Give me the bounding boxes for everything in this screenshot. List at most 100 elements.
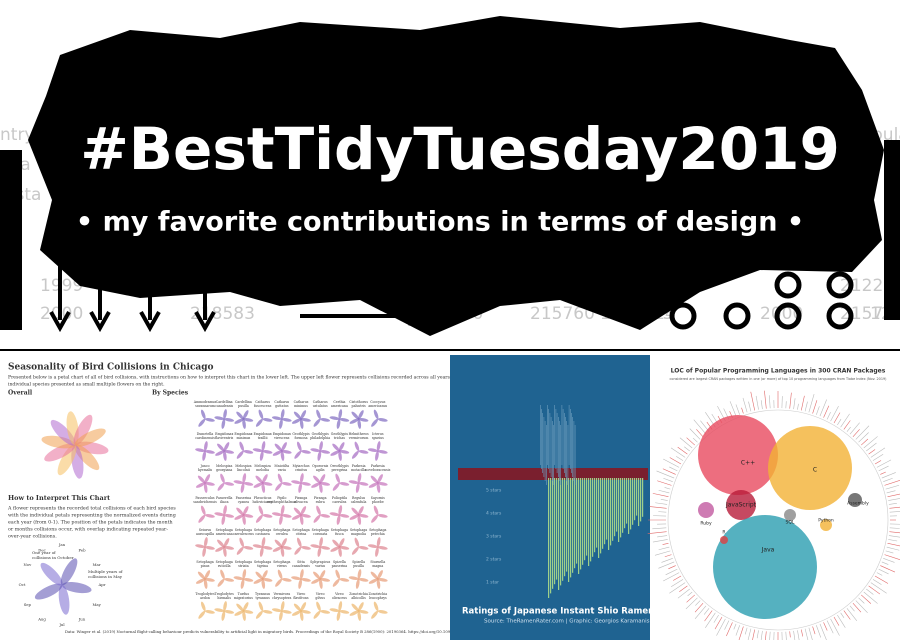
petal bbox=[312, 418, 321, 428]
petal bbox=[214, 512, 224, 517]
petal bbox=[282, 481, 292, 486]
petal bbox=[299, 569, 304, 579]
radial-tick bbox=[761, 631, 763, 640]
petal bbox=[280, 409, 285, 419]
ramen-bar bbox=[560, 478, 561, 585]
description: individual species presented as small mu… bbox=[8, 382, 165, 388]
loc-title: LOC of Popular Programming Languages in … bbox=[671, 368, 886, 375]
language-bubble bbox=[698, 502, 714, 518]
radial-tick bbox=[864, 436, 878, 448]
label-stub bbox=[548, 409, 549, 469]
radial-tick bbox=[853, 429, 860, 436]
radial-tick bbox=[856, 601, 868, 613]
label-stub bbox=[566, 421, 567, 481]
radial-tick bbox=[663, 543, 669, 544]
radial-tick bbox=[883, 478, 892, 481]
month-label: Aug bbox=[37, 617, 46, 622]
petal bbox=[376, 537, 381, 547]
radial-tick bbox=[648, 532, 667, 534]
petal bbox=[224, 417, 234, 422]
radial-tick bbox=[665, 487, 671, 489]
label-stub bbox=[540, 405, 541, 465]
language-bubble bbox=[713, 515, 817, 619]
radial-tick bbox=[734, 624, 736, 630]
petal bbox=[332, 482, 341, 492]
label-stub bbox=[544, 417, 545, 477]
petal bbox=[291, 480, 301, 485]
ramen-title: Ratings of Japanese Instant Shio Ramen bbox=[462, 607, 654, 617]
petal bbox=[338, 409, 343, 419]
radial-tick bbox=[736, 404, 740, 414]
petal bbox=[320, 609, 330, 614]
radial-tick bbox=[661, 558, 672, 562]
petal bbox=[320, 545, 330, 550]
petal bbox=[243, 449, 253, 454]
petal bbox=[262, 449, 272, 454]
petal bbox=[354, 537, 361, 548]
ramen-bar bbox=[562, 478, 563, 581]
month-label: Mar bbox=[93, 562, 101, 567]
petal bbox=[348, 576, 358, 581]
petal bbox=[315, 505, 322, 516]
radial-tick bbox=[745, 628, 747, 635]
petal bbox=[378, 545, 388, 550]
radial-tick bbox=[809, 394, 814, 412]
radial-tick bbox=[764, 631, 766, 640]
label-stub bbox=[570, 409, 571, 469]
petal bbox=[202, 547, 207, 557]
ramen-bar bbox=[550, 478, 551, 593]
radial-tick bbox=[887, 547, 900, 550]
month-label: Nov bbox=[23, 562, 32, 567]
petal bbox=[238, 441, 245, 452]
petal bbox=[315, 601, 322, 612]
explanation: over-year collisions. bbox=[8, 534, 57, 540]
month-label: Sep bbox=[24, 602, 32, 607]
label-stub bbox=[575, 425, 576, 485]
radial-tick bbox=[725, 621, 729, 630]
radial-tick bbox=[694, 420, 706, 435]
ramen-bar bbox=[582, 478, 583, 565]
ramen-bar bbox=[610, 478, 611, 545]
ramen-bar bbox=[612, 478, 613, 541]
petal bbox=[378, 417, 388, 422]
language-label: Java bbox=[761, 547, 775, 554]
radial-tick bbox=[882, 562, 888, 565]
ramen-bar bbox=[636, 478, 637, 516]
ramen-bar bbox=[624, 478, 625, 528]
radial-tick bbox=[886, 551, 894, 553]
radial-tick bbox=[704, 608, 709, 614]
petal bbox=[197, 418, 206, 428]
radial-tick bbox=[889, 507, 900, 509]
petal bbox=[310, 448, 320, 453]
petal bbox=[233, 480, 243, 485]
radial-tick bbox=[751, 630, 755, 640]
radial-tick bbox=[797, 404, 798, 410]
label-stub bbox=[563, 409, 564, 469]
petal bbox=[262, 609, 272, 614]
banner-title: #BestTidyTuesday2019 bbox=[80, 115, 840, 183]
banner-subtitle: • my favorite contributions in terms of … bbox=[76, 207, 804, 238]
petal bbox=[259, 547, 264, 557]
petal bbox=[243, 577, 253, 582]
radial-tick bbox=[714, 615, 719, 623]
petal bbox=[261, 537, 266, 547]
radial-tick bbox=[761, 400, 762, 409]
language-bubble bbox=[698, 415, 778, 495]
petal bbox=[358, 577, 368, 582]
label-stub bbox=[560, 425, 561, 485]
radial-tick bbox=[886, 485, 899, 489]
petal bbox=[299, 473, 304, 483]
petal bbox=[255, 610, 264, 620]
ramen-bar bbox=[568, 478, 569, 582]
